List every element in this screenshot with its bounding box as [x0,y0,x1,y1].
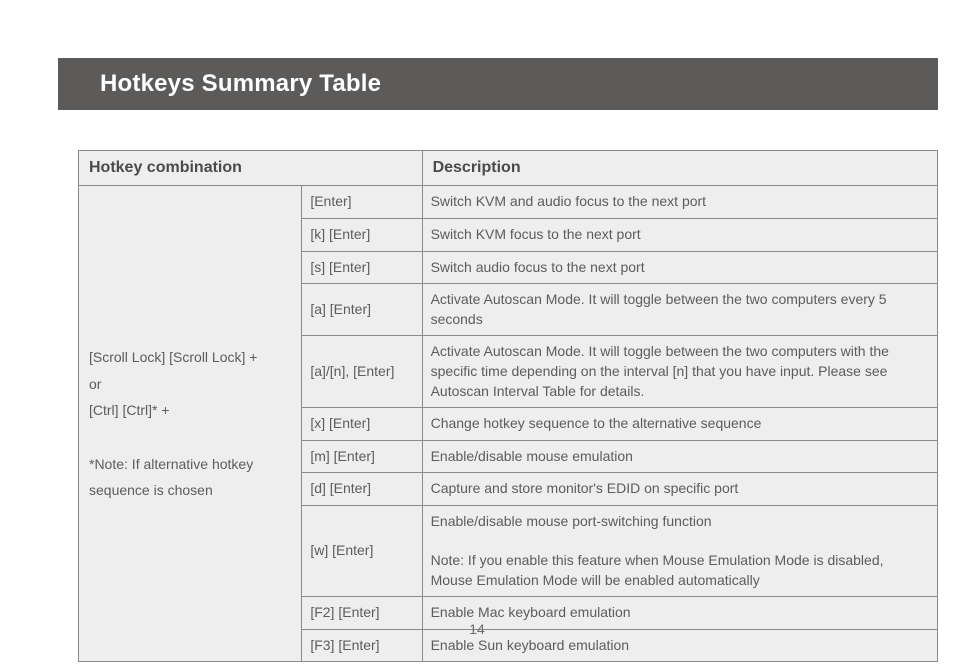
hotkeys-table: Hotkey combination Description [Scroll L… [78,150,938,662]
desc-cell: Change hotkey sequence to the alternativ… [422,408,937,441]
col-header-hotkey: Hotkey combination [79,151,423,186]
desc-cell: Switch KVM focus to the next port [422,218,937,251]
prefix-line: [Ctrl] [Ctrl]* + [89,397,291,424]
header-accent-block [58,58,78,110]
hotkey-cell: [a]/[n], [Enter] [302,336,422,408]
desc-cell: Enable/disable mouse emulation [422,440,937,473]
desc-cell: Activate Autoscan Mode. It will toggle b… [422,284,937,336]
hotkey-cell: [a] [Enter] [302,284,422,336]
hotkey-cell: [x] [Enter] [302,408,422,441]
hotkey-cell: [s] [Enter] [302,251,422,284]
desc-cell: Switch audio focus to the next port [422,251,937,284]
page-number: 14 [0,621,954,637]
col-header-description: Description [422,151,937,186]
page-title: Hotkeys Summary Table [100,70,381,98]
hotkey-cell: [m] [Enter] [302,440,422,473]
desc-cell: Capture and store monitor's EDID on spec… [422,473,937,506]
hotkey-cell: [k] [Enter] [302,218,422,251]
desc-cell: Enable/disable mouse port-switching func… [422,505,937,596]
header-bar: Hotkeys Summary Table [78,58,938,110]
hotkeys-table-wrap: Hotkey combination Description [Scroll L… [78,150,938,662]
table-body: [Scroll Lock] [Scroll Lock] + or [Ctrl] … [79,186,938,662]
desc-cell: Switch KVM and audio focus to the next p… [422,186,937,219]
desc-cell: Activate Autoscan Mode. It will toggle b… [422,336,937,408]
hotkey-cell: [w] [Enter] [302,505,422,596]
table-row: [Scroll Lock] [Scroll Lock] + or [Ctrl] … [79,186,938,219]
prefix-line [89,424,291,451]
page: Hotkeys Summary Table Hotkey combination… [0,0,954,665]
prefix-line: *Note: If alternative hotkey sequence is… [89,451,291,504]
table-header-row: Hotkey combination Description [79,151,938,186]
hotkey-cell: [d] [Enter] [302,473,422,506]
hotkey-cell: [Enter] [302,186,422,219]
prefix-line: [Scroll Lock] [Scroll Lock] + [89,344,291,371]
hotkey-prefix-cell: [Scroll Lock] [Scroll Lock] + or [Ctrl] … [79,186,302,662]
prefix-line: or [89,371,291,398]
